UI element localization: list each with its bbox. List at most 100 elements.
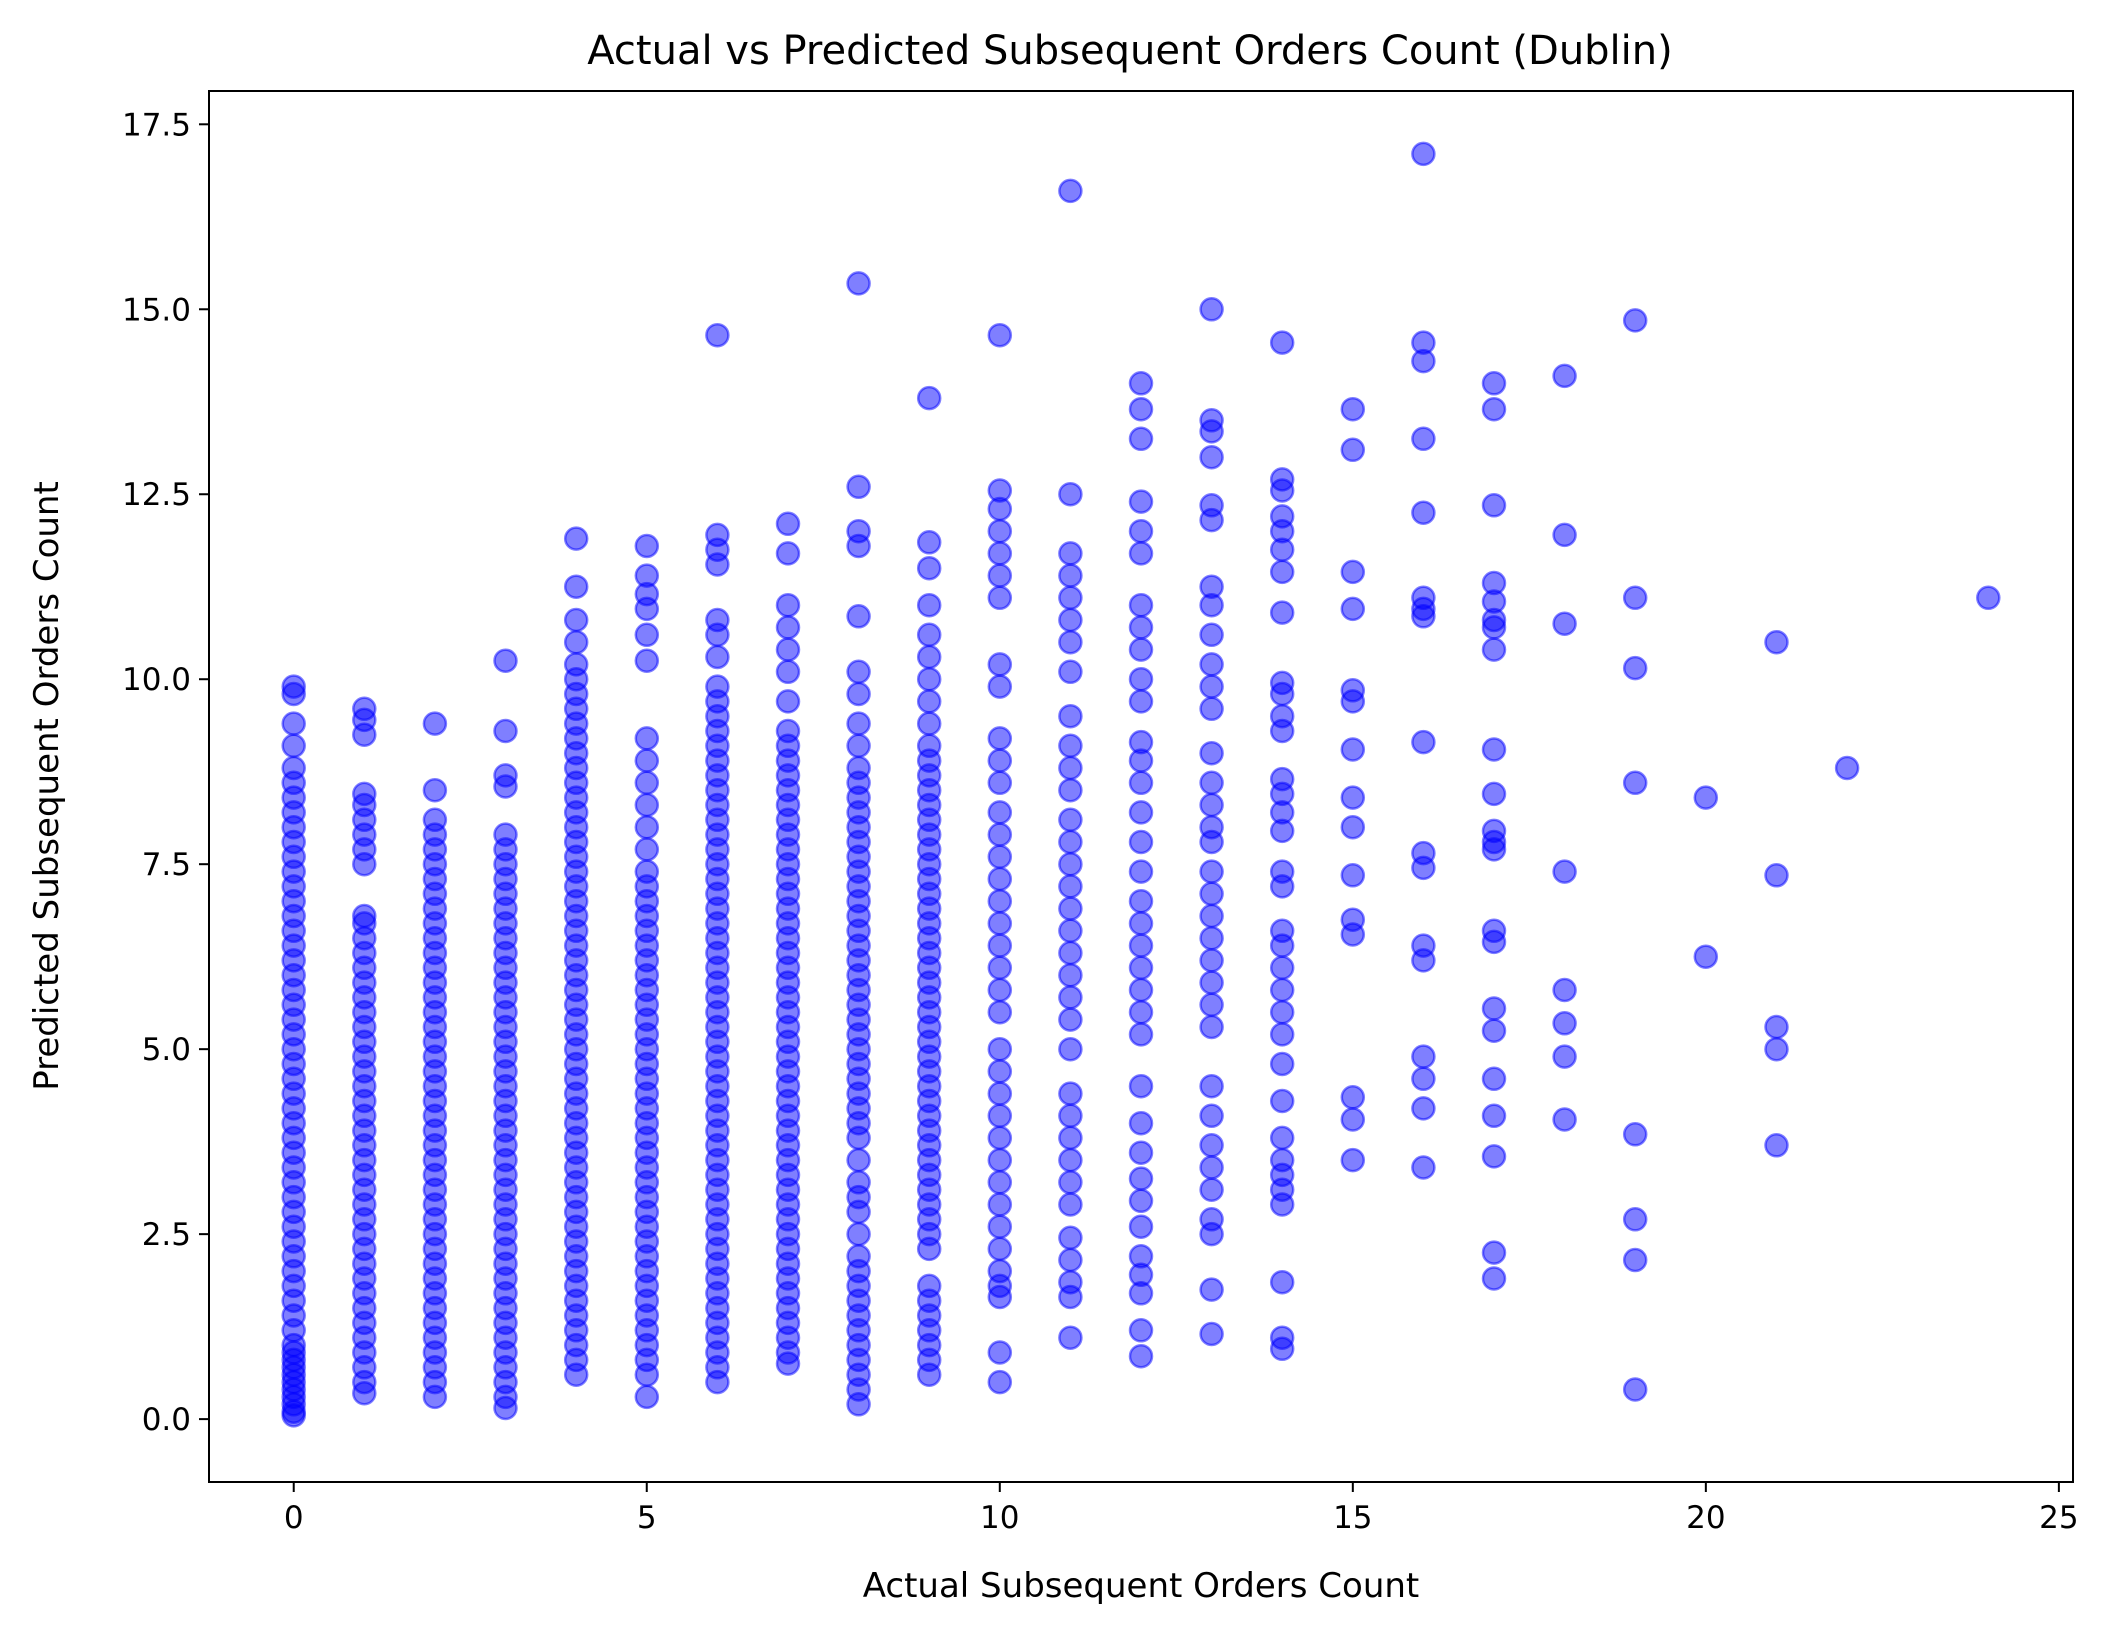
- data-point: [422, 807, 448, 833]
- data-point: [846, 681, 871, 707]
- data-point: [1128, 592, 1154, 618]
- data-point: [846, 711, 871, 736]
- data-point: [1481, 637, 1507, 662]
- data-point: [1622, 770, 1648, 796]
- data-point: [1058, 985, 1083, 1010]
- data-point: [916, 689, 942, 714]
- data-point: [1764, 1133, 1789, 1158]
- axes-frame: [208, 90, 2074, 1483]
- data-point: [1764, 863, 1789, 888]
- data-point: [1411, 500, 1436, 525]
- data-point: [1058, 659, 1083, 685]
- data-point: [1199, 444, 1224, 470]
- data-point: [1058, 1081, 1083, 1106]
- data-point: [1128, 955, 1154, 981]
- data-point: [1340, 785, 1366, 810]
- data-point: [1411, 1066, 1436, 1092]
- data-point: [1199, 770, 1224, 796]
- data-point: [1058, 1103, 1083, 1129]
- data-point: [1058, 481, 1083, 507]
- data-point: [1058, 962, 1083, 988]
- data-point: [1058, 703, 1083, 729]
- data-point: [987, 674, 1013, 699]
- data-point: [1199, 408, 1224, 433]
- data-point: [1128, 729, 1154, 755]
- data-point: [1128, 1244, 1154, 1269]
- data-point: [1199, 696, 1224, 722]
- data-point: [1340, 596, 1366, 622]
- data-point: [1199, 740, 1224, 766]
- data-point: [1058, 629, 1083, 655]
- data-point: [1552, 611, 1577, 636]
- data-point: [1058, 563, 1083, 588]
- data-point: [916, 555, 942, 581]
- data-point: [1128, 800, 1154, 825]
- data-point: [987, 888, 1013, 914]
- data-point: [846, 1170, 871, 1195]
- data-point: [846, 604, 871, 629]
- data-point: [1269, 467, 1295, 492]
- data-point: [1269, 766, 1295, 792]
- data-point: [1128, 999, 1154, 1025]
- data-point: [1128, 1140, 1154, 1165]
- data-point: [422, 777, 448, 803]
- data-point: [987, 933, 1013, 958]
- data-point: [1128, 933, 1154, 958]
- data-point: [1622, 585, 1648, 611]
- data-point: [987, 1103, 1013, 1129]
- data-point: [1622, 1122, 1648, 1147]
- data-point: [1058, 1325, 1083, 1350]
- x-tick-label: 25: [2039, 1500, 2078, 1536]
- data-point: [1128, 689, 1154, 714]
- data-point: [775, 615, 801, 640]
- data-point: [1552, 1011, 1577, 1036]
- data-point: [705, 607, 730, 633]
- data-point: [1058, 1170, 1083, 1195]
- data-point: [1269, 1022, 1295, 1047]
- data-point: [493, 648, 518, 673]
- data-point: [1058, 1192, 1083, 1217]
- data-point: [1481, 918, 1507, 944]
- data-point: [846, 733, 871, 759]
- data-point: [1481, 570, 1507, 596]
- data-point: [1481, 1240, 1507, 1265]
- data-point: [846, 1147, 871, 1173]
- data-point: [1269, 1051, 1295, 1077]
- data-point: [563, 652, 589, 677]
- data-point: [1552, 1107, 1577, 1132]
- data-point: [1058, 1269, 1083, 1295]
- data-point: [1199, 970, 1224, 995]
- data-point: [634, 814, 660, 840]
- data-point: [1269, 703, 1295, 729]
- data-point: [1764, 1014, 1789, 1040]
- data-point: [987, 866, 1013, 892]
- data-point: [1340, 814, 1366, 840]
- data-point: [634, 648, 660, 673]
- data-point: [1128, 666, 1154, 692]
- data-point: [987, 770, 1013, 796]
- data-point: [1199, 1177, 1224, 1202]
- data-point: [987, 955, 1013, 981]
- data-point: [846, 518, 871, 544]
- x-axis: 0 5 10 15 20 25: [284, 1482, 2079, 1536]
- data-point: [987, 478, 1013, 503]
- data-point: [987, 518, 1013, 544]
- data-point: [1199, 1133, 1224, 1158]
- data-point: [987, 1125, 1013, 1151]
- data-point: [916, 622, 942, 648]
- data-point: [1411, 330, 1436, 355]
- data-point: [1552, 522, 1577, 548]
- data-point: [705, 322, 730, 348]
- data-point: [1269, 600, 1295, 625]
- data-point: [775, 637, 801, 662]
- data-point: [1199, 674, 1224, 699]
- data-point: [1269, 955, 1295, 981]
- data-point: [1199, 1277, 1224, 1302]
- data-point: [1199, 622, 1224, 648]
- y-axis-label: Predicted Subsequent Orders Count: [27, 481, 67, 1091]
- data-point: [916, 711, 942, 736]
- data-point: [1199, 992, 1224, 1018]
- data-point: [1340, 559, 1366, 585]
- data-point: [563, 629, 589, 655]
